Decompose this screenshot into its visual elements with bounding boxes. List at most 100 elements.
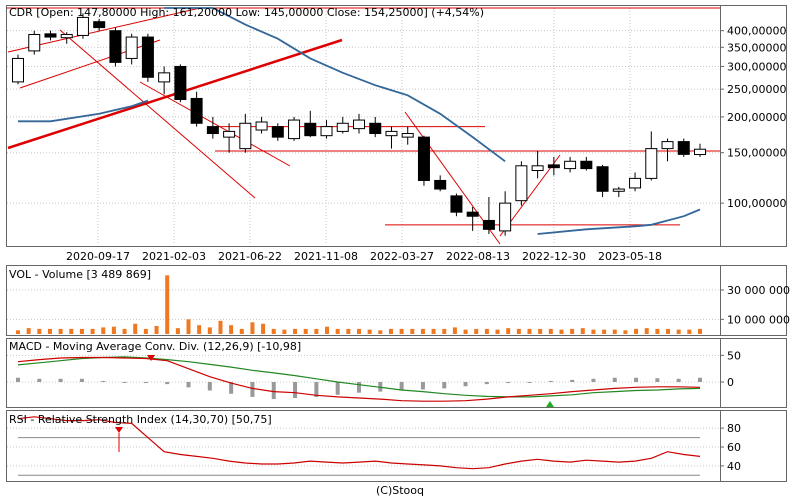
candle-body	[93, 21, 106, 29]
macd-sell-signal-marker	[147, 355, 155, 361]
macd-histogram-bar	[101, 380, 106, 382]
macd-histogram-bar	[634, 377, 639, 382]
price-panel-frame	[6, 5, 787, 247]
volume-bar	[666, 328, 671, 334]
candle-body	[466, 211, 479, 217]
candle-body	[141, 36, 154, 78]
price-x-tick-label: 2021-11-08	[294, 250, 358, 263]
candle-body	[612, 188, 625, 192]
volume-bar	[527, 328, 532, 334]
volume-bar	[602, 329, 607, 334]
volume-bar	[335, 328, 340, 334]
macd-panel-frame	[6, 338, 787, 408]
macd-histogram-bar	[58, 378, 63, 382]
rsi-y-tick-label: 60	[727, 441, 741, 454]
footer-credit: (C)Stooq	[375, 484, 424, 497]
volume-panel-frame	[6, 265, 787, 336]
candle-body	[76, 16, 89, 36]
rsi-panel-frame	[6, 410, 787, 482]
macd-histogram-bar	[229, 382, 234, 394]
candle-body	[239, 122, 252, 150]
volume-bar	[463, 329, 468, 334]
volume-bar	[484, 328, 489, 334]
macd-histogram-bar	[612, 377, 617, 382]
moving-average-line	[537, 208, 701, 235]
volume-bar	[410, 328, 415, 334]
volume-y-tick-label: 30 000 000	[727, 284, 790, 297]
volume-bar	[506, 328, 511, 334]
macd-buy-signal-marker	[546, 401, 554, 407]
volume-bar	[271, 328, 276, 334]
candle-body	[206, 126, 219, 135]
candle-body	[255, 121, 268, 131]
candle-body	[158, 72, 171, 83]
volume-bar	[37, 328, 42, 334]
macd-histogram-bar	[399, 382, 404, 391]
macd-histogram-bar	[16, 377, 20, 382]
price-x-tick-label: 2021-06-22	[218, 250, 282, 263]
candle-body	[304, 122, 317, 137]
candle-body	[450, 195, 463, 213]
volume-bar	[186, 319, 191, 334]
candle-body	[401, 133, 414, 138]
rsi-y-tick-label: 40	[727, 460, 741, 473]
volume-bar	[570, 328, 575, 334]
volume-bar	[261, 323, 266, 334]
candle-body	[645, 148, 658, 179]
volume-bar	[197, 325, 202, 334]
volume-bar	[101, 327, 106, 334]
volume-bar	[474, 328, 479, 334]
candle-body	[661, 141, 674, 150]
volume-bar	[165, 275, 170, 334]
volume-bar	[538, 328, 543, 334]
macd-histogram-bar	[484, 382, 489, 385]
price-x-tick-label: 2022-12-30	[522, 250, 586, 263]
candle-body	[564, 160, 577, 170]
macd-histogram-bar	[655, 378, 660, 382]
volume-bar	[133, 323, 138, 334]
volume-bar	[559, 329, 564, 334]
price-x-tick-label: 2020-09-17	[66, 250, 130, 263]
price-x-tick-label: 2022-08-13	[446, 250, 510, 263]
macd-signal-line	[17, 356, 701, 398]
volume-bar	[698, 328, 702, 334]
macd-histogram-bar	[271, 382, 276, 400]
candle-body	[320, 126, 333, 137]
volume-bar	[357, 328, 361, 334]
trend-line	[59, 29, 256, 199]
macd-histogram-bar	[37, 378, 42, 382]
price-x-tick-label: 2021-02-03	[142, 250, 206, 263]
volume-bar	[47, 328, 52, 334]
volume-bar	[687, 329, 692, 334]
macd-histogram-bar	[357, 382, 361, 393]
volume-bar	[122, 328, 127, 334]
volume-bar	[442, 328, 447, 334]
volume-bar	[325, 326, 330, 334]
volume-bar	[399, 328, 404, 334]
volume-bar	[516, 328, 521, 334]
marks-layer	[7, 7, 720, 470]
macd-histogram-bar	[165, 382, 170, 385]
volume-bar	[175, 328, 180, 334]
candle-body	[174, 65, 187, 101]
candle-body	[547, 164, 560, 169]
candle-body	[223, 130, 236, 138]
candle-body	[482, 219, 495, 230]
candle-body	[44, 33, 57, 38]
macd-line	[17, 356, 701, 402]
volume-bar	[431, 328, 436, 334]
macd-panel-title: MACD - Moving Average Conv. Div. (12,26,…	[9, 340, 301, 353]
candle-body	[515, 165, 528, 202]
volume-bar	[378, 330, 383, 334]
volume-bar	[293, 328, 298, 334]
price-y-tick-label: 300,00000	[727, 60, 787, 73]
volume-bar	[282, 329, 287, 334]
macd-y-tick-label: 50	[727, 349, 741, 362]
macd-histogram-bar	[676, 378, 681, 382]
moving-average-line	[18, 99, 149, 123]
candle-body	[385, 130, 398, 137]
labels-layer: 400,00000 350,00000 300,00000 250,00000 200,…	[66, 25, 790, 473]
candle-body	[694, 148, 706, 156]
candle-body	[12, 57, 24, 83]
